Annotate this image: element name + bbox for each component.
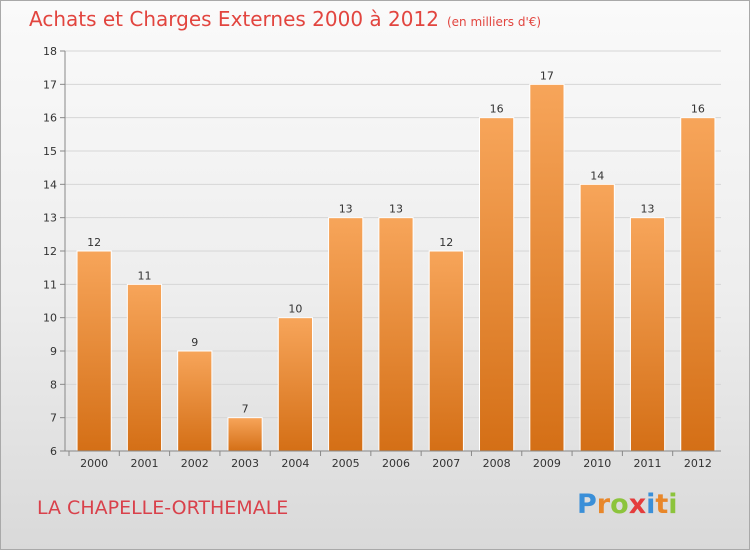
x-tick-label-2011: 2011: [634, 457, 662, 470]
data-label-2001: 11: [137, 269, 151, 282]
chart-title-main: Achats et Charges Externes 2000 à 2012: [29, 7, 439, 31]
data-label-2006: 13: [389, 203, 403, 216]
bar-2007: [428, 250, 464, 452]
bar-2012: [680, 117, 716, 452]
data-label-2010: 14: [590, 169, 604, 182]
logo-letter: x: [628, 489, 647, 520]
chart-title: Achats et Charges Externes 2000 à 2012 (e…: [29, 7, 541, 31]
data-label-2012: 16: [691, 103, 705, 116]
chart-title-unit: (en milliers d'€): [446, 15, 542, 29]
bar-2004: [277, 317, 313, 452]
x-tick-label-2004: 2004: [281, 457, 309, 470]
x-tick-label-2008: 2008: [483, 457, 511, 470]
data-label-2002: 9: [191, 336, 198, 349]
y-tick-label: 11: [43, 278, 57, 291]
y-tick-label: 6: [50, 445, 57, 458]
data-label-2009: 17: [540, 69, 554, 82]
logo-letter: i: [646, 489, 656, 520]
x-tick-label-2001: 2001: [130, 457, 158, 470]
x-tick-label-2010: 2010: [583, 457, 611, 470]
y-tick-label: 13: [43, 212, 57, 225]
bar-2003: [227, 417, 263, 452]
x-tick-label-2002: 2002: [181, 457, 209, 470]
bar-2009: [529, 83, 565, 452]
x-tick-label-2005: 2005: [332, 457, 360, 470]
x-tick-label-2012: 2012: [684, 457, 712, 470]
data-label-2004: 10: [288, 303, 302, 316]
x-tick-label-2009: 2009: [533, 457, 561, 470]
bar-2000: [76, 250, 112, 452]
x-tick-label-2006: 2006: [382, 457, 410, 470]
logo-letter: t: [655, 489, 669, 520]
data-label-2005: 13: [339, 203, 353, 216]
axes: [60, 50, 721, 456]
bar-2002: [177, 350, 213, 452]
x-tick-label-2007: 2007: [432, 457, 460, 470]
bar-2011: [629, 217, 666, 452]
y-tick-label: 10: [43, 312, 57, 325]
data-label-2003: 7: [242, 403, 249, 416]
proxiti-logo: Proxiti: [577, 489, 678, 520]
y-tick-label: 16: [43, 112, 57, 125]
y-tick-label: 18: [43, 45, 57, 58]
bar-2006: [378, 217, 414, 452]
bar-2010: [579, 183, 615, 452]
data-label-2008: 16: [490, 103, 504, 116]
bar-2005: [328, 217, 364, 452]
labels: 6 7 8 9 10 11 12 13 14 15 16 17 18 12 2000 11 2001 9 2002 7…: [43, 45, 712, 470]
data-label-2007: 12: [439, 236, 453, 249]
x-tick-label-2003: 2003: [231, 457, 259, 470]
bars: [76, 83, 716, 452]
bar-2008: [479, 117, 515, 452]
y-tick-label: 15: [43, 145, 57, 158]
data-label-2000: 12: [87, 236, 101, 249]
logo-letter: r: [596, 489, 611, 520]
logo-letter: P: [577, 489, 597, 520]
y-tick-label: 12: [43, 245, 57, 258]
x-tick-label-2000: 2000: [80, 457, 108, 470]
y-tick-label: 9: [50, 345, 57, 358]
y-tick-label: 8: [50, 378, 57, 391]
bar-2001: [126, 283, 163, 452]
y-tick-label: 7: [50, 412, 57, 425]
data-label-2011: 13: [641, 203, 655, 216]
logo-letter: o: [610, 489, 629, 520]
location-name: LA CHAPELLE-ORTHEMALE: [37, 497, 289, 519]
y-tick-label: 14: [43, 178, 57, 191]
logo-letter: i: [668, 489, 678, 520]
y-tick-label: 17: [43, 78, 57, 91]
